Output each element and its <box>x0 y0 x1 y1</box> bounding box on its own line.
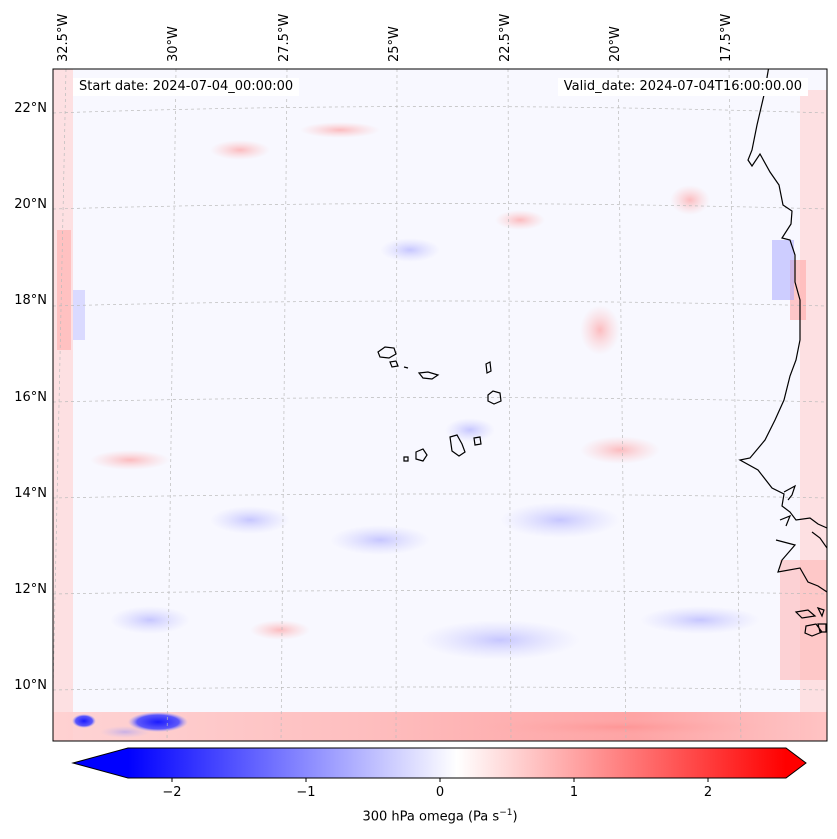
lat-label: 12°N <box>14 582 47 597</box>
colorbar-label: 300 hPa omega (Pa s−1) <box>362 808 518 825</box>
lon-label: 20°W <box>608 26 623 62</box>
island-sal <box>485 361 492 374</box>
colorbar-min-extend <box>73 748 128 778</box>
colorbar: −2 −1 0 1 2 <box>71 747 807 800</box>
longitude-labels: 32.5°W 30°W 27.5°W 25°W 22.5°W 20°W 17.5… <box>56 14 734 62</box>
omega-field <box>53 69 827 741</box>
island-santiago <box>449 434 466 457</box>
latitude-labels: 22°N 20°N 18°N 16°N 14°N 12°N 10°N <box>14 101 47 693</box>
island-santa-luzia <box>403 366 409 369</box>
coastlines <box>377 69 827 637</box>
colorbar-outline <box>71 747 807 779</box>
map-frame <box>52 68 828 742</box>
lon-label: 25°W <box>387 26 402 62</box>
valid-date-label: Valid_date: 2024-07-04T16:00:00.00 <box>557 78 808 96</box>
island-sao-vicente <box>389 360 399 368</box>
units: Pa s <box>473 809 500 825</box>
start-date-label: Start date: 2024-07-04_00:00:00 <box>73 78 300 96</box>
african-coast <box>738 69 827 637</box>
colorbar-tick: 1 <box>570 785 578 800</box>
lat-label: 14°N <box>14 486 47 501</box>
lat-label: 16°N <box>14 390 47 405</box>
lon-label: 22.5°W <box>498 14 513 62</box>
lat-label: 18°N <box>14 293 47 308</box>
lon-label: 27.5°W <box>277 14 292 62</box>
island-sao-nicolau <box>417 371 440 380</box>
lat-label: 22°N <box>14 101 47 116</box>
lon-label: 32.5°W <box>56 14 71 62</box>
graticule <box>53 69 827 741</box>
colorbar-tick: −1 <box>296 785 315 800</box>
variable-name: 300 hPa omega <box>362 809 464 825</box>
lat-label: 10°N <box>14 678 47 693</box>
island-maio <box>473 436 482 446</box>
lon-label: 17.5°W <box>719 14 734 62</box>
lon-label: 30°W <box>166 26 181 62</box>
island-santo-antao <box>377 346 397 359</box>
colorbar-max-extend <box>786 748 806 778</box>
colorbar-tick: −2 <box>162 785 181 800</box>
colorbar-tick: 0 <box>436 785 444 800</box>
units-exponent: −1 <box>499 808 513 818</box>
colorbar-gradient <box>128 748 786 778</box>
island-fogo <box>415 448 428 462</box>
lat-label: 20°N <box>14 197 47 212</box>
island-boa-vista <box>487 390 502 405</box>
island-brava <box>403 456 409 462</box>
colorbar-tick: 2 <box>704 785 712 800</box>
